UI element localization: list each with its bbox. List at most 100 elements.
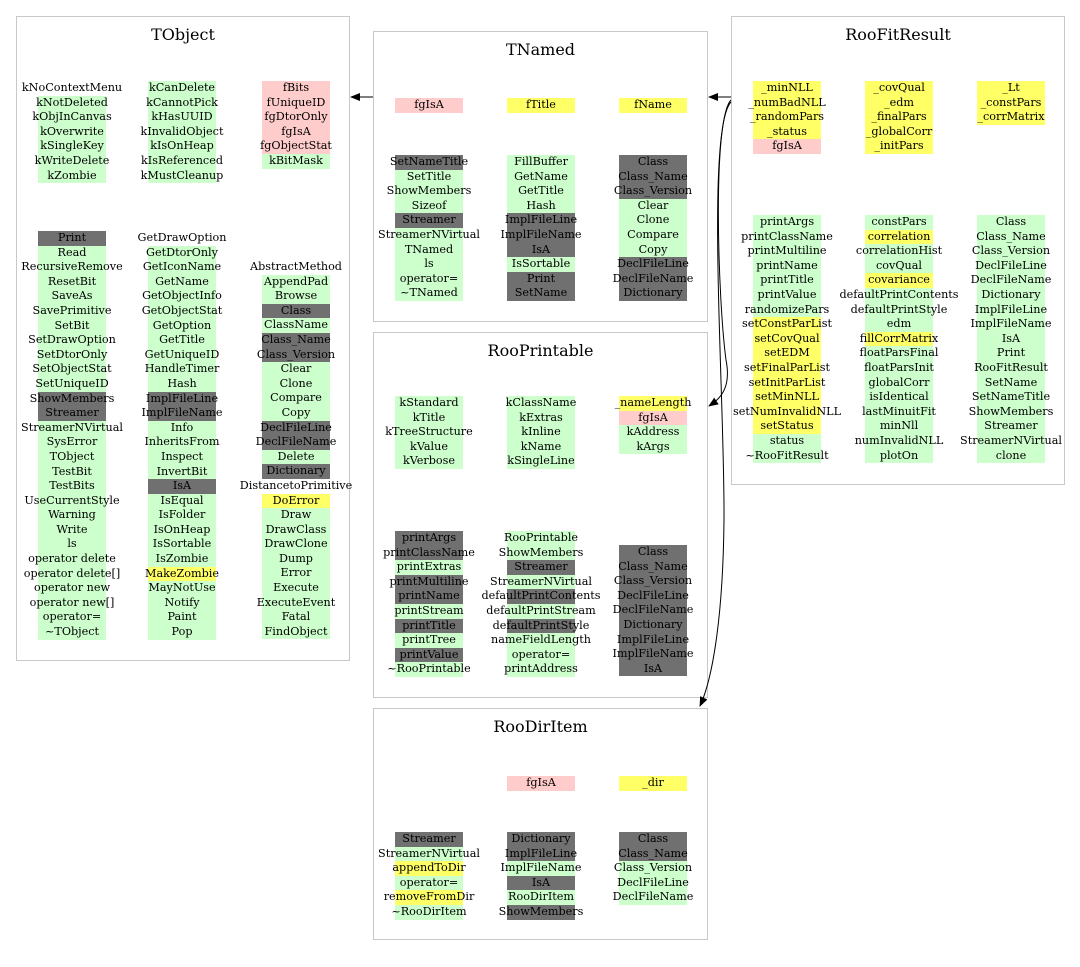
class-member: Paint: [148, 610, 216, 626]
class-member-label: plotOn: [879, 448, 919, 462]
class-member: kInvalidObject: [141, 124, 223, 140]
class-member-label: _dir: [642, 776, 664, 789]
edge-roofitresult-to-rooprintable: [708, 99, 732, 407]
class-member: ShowMembers: [499, 904, 583, 920]
member-column: Dictionary ImplFileLine ImplFileName IsA Roo…: [499, 832, 583, 920]
class-member-label: InheritsFrom: [144, 435, 220, 449]
class-member-label: IsFolder: [158, 508, 206, 522]
class-member: fgIsA: [753, 139, 821, 154]
class-member: ~TObject: [38, 625, 106, 640]
class-member-label: kInline: [521, 425, 561, 439]
class-member: SetDrawOption: [28, 333, 116, 348]
class-member-label: TObject: [49, 449, 95, 463]
class-member: SetObjectStat: [32, 362, 112, 377]
class-member: _globalCorr: [865, 124, 933, 140]
class-member: appendToDir: [392, 861, 466, 876]
class-member-label: kMustCleanup: [140, 168, 224, 182]
class-member: floatParsFinal: [860, 346, 938, 361]
class-member-label: _numBadNLL: [748, 95, 826, 109]
class-member: SaveAs: [38, 289, 106, 304]
class-member-label: floatParsInit: [864, 360, 934, 374]
class-member: Print: [977, 346, 1045, 361]
class-member-label: defaultPrintStyle: [492, 618, 590, 632]
class-box-tnamed: TNamed fgIsA fTitle fName SetNameTitle Se…: [373, 31, 708, 322]
class-member-label: Dictionary: [623, 617, 683, 631]
class-member-label: kSingleKey: [40, 139, 104, 153]
class-member: Class_Version: [614, 861, 692, 876]
class-member: RooDirItem: [507, 890, 575, 905]
class-member: kStandard: [395, 396, 463, 411]
class-member-label: IsSortable: [152, 537, 212, 551]
class-member: ls: [38, 537, 106, 553]
class-member: Dictionary: [619, 286, 687, 301]
class-member: ImplFileLine: [975, 302, 1047, 318]
class-member-label: kArgs: [636, 439, 670, 453]
class-member: DeclFileLine: [975, 258, 1047, 274]
class-member: kTreeStructure: [385, 425, 473, 440]
class-member-label: setStatus: [760, 419, 814, 433]
class-member: Delete: [262, 449, 330, 465]
class-member-label: RooDirItem: [508, 890, 574, 904]
class-member: Dictionary: [507, 832, 575, 847]
class-member-label: ImplFileName: [500, 861, 582, 875]
class-member-label: kIsReferenced: [141, 153, 223, 167]
class-member-label: kClassName: [505, 396, 577, 409]
class-member-label: ImplFileLine: [616, 632, 690, 646]
class-member: printName: [395, 589, 463, 604]
class-member-label: GetTitle: [518, 184, 564, 198]
class-member: Copy: [619, 242, 687, 258]
class-member: Print: [507, 271, 575, 287]
class-member-label: kNotDeleted: [36, 95, 108, 109]
class-member: setConstParList: [742, 317, 832, 332]
class-member-label: operator new: [33, 581, 111, 595]
class-member: UseCurrentStyle: [24, 493, 120, 509]
class-member-label: printClassName: [741, 229, 833, 243]
class-member-label: Dictionary: [511, 832, 571, 845]
class-member-label: printMultiline: [747, 244, 827, 258]
class-member-label: Clear: [637, 198, 669, 212]
class-member: _finalPars: [865, 110, 933, 125]
class-member: kNoContextMenu: [22, 81, 122, 96]
class-member-label: Streamer: [402, 832, 456, 845]
class-member-label: fillCorrMatrix: [859, 331, 939, 345]
class-member: DistancetoPrimitive: [240, 479, 352, 494]
class-member: ~TNamed: [395, 286, 463, 301]
class-member-label: lastMinuitFit: [862, 404, 936, 418]
class-member-label: printClassName: [383, 545, 475, 559]
class-member: correlation: [865, 229, 933, 245]
class-member: IsZombie: [148, 552, 216, 567]
class-member-label: fTitle: [526, 98, 556, 111]
class-member: edm: [865, 317, 933, 332]
class-member-label: DoError: [272, 493, 320, 507]
class-member-label: ~RooDirItem: [391, 904, 467, 918]
class-member: _randomPars: [750, 110, 824, 125]
class-member: Write: [38, 522, 106, 538]
class-member: _corrMatrix: [977, 110, 1045, 125]
class-member: Clone: [262, 376, 330, 392]
class-member: printValue: [753, 287, 821, 303]
class-member: _constPars: [977, 95, 1045, 111]
class-member-label: TestBits: [49, 479, 95, 493]
class-member: Class_Version: [614, 574, 692, 589]
class-member-label: Class_Version: [613, 184, 693, 198]
class-member-label: setEDM: [764, 346, 810, 360]
class-member-label: Class_Name: [618, 846, 688, 860]
member-column: _covQual _edm _finalPars _globalCorr _initPa…: [865, 81, 933, 154]
class-member-label: SetName: [984, 375, 1038, 389]
class-member-label: DeclFileName: [612, 890, 694, 904]
class-member: Class_Version: [257, 347, 335, 363]
class-member-label: kObjInCanvas: [32, 110, 112, 124]
class-member: fBits: [262, 81, 330, 96]
class-box-tobject: TObject kNoContextMenu kNotDeleted kObjInC…: [16, 16, 352, 661]
class-member: operator delete[]: [24, 566, 120, 582]
class-member-label: UseCurrentStyle: [24, 493, 120, 507]
class-member-label: Hash: [526, 198, 556, 212]
member-column: kCanDelete kCannotPick kHasUUID kInvalidObj…: [141, 81, 223, 184]
class-member-label: fgObjectStat: [260, 139, 332, 153]
class-member: _covQual: [865, 81, 933, 96]
class-member-label: GetName: [155, 274, 209, 288]
class-member-label: InvertBit: [156, 464, 208, 478]
class-member: MayNotUse: [148, 581, 216, 596]
class-member: TNamed: [395, 242, 463, 258]
class-member-label: TNamed: [404, 242, 454, 256]
